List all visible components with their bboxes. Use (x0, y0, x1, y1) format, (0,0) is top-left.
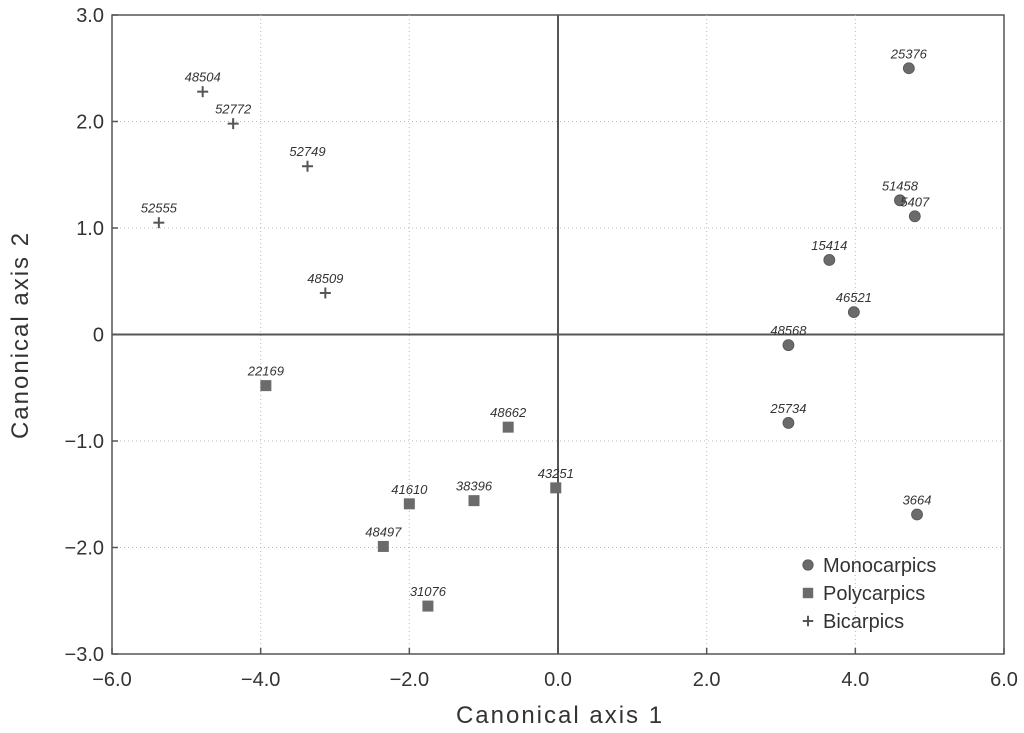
data-point-plus (319, 287, 331, 299)
y-axis: 3.0 2.0 1.0 0 −1.0 −2.0 −3.0 (65, 5, 118, 666)
x-tick-label: −2.0 (390, 669, 429, 691)
legend-marker-circle (802, 559, 814, 571)
y-axis-title: Canonical axis 2 (7, 231, 34, 439)
legend-label: Monocarpics (823, 555, 936, 577)
data-point-label: 15414 (811, 238, 847, 253)
data-point-label: 52772 (215, 102, 252, 117)
y-tick-label: 3.0 (76, 5, 104, 27)
data-point-circle (782, 339, 795, 352)
y-tick-label: −1.0 (65, 431, 104, 453)
y-tick-label: 2.0 (76, 112, 104, 134)
data-point-label: 48497 (365, 524, 402, 539)
legend-label: Bicarpics (823, 611, 904, 633)
data-point-label: 51458 (882, 178, 919, 193)
x-tick-label: 4.0 (841, 669, 869, 691)
data-point-label: 25734 (769, 401, 806, 416)
x-tick-label: 6.0 (990, 669, 1018, 691)
data-point-square (422, 600, 434, 612)
data-point-circle (911, 508, 923, 521)
data-point-square (468, 495, 480, 507)
y-tick-label: 1.0 (76, 218, 104, 240)
data-point-circle (847, 306, 860, 319)
x-tick-label: 0.0 (544, 669, 572, 691)
data-point-circle (908, 210, 921, 223)
legend-marker-plus (802, 615, 814, 627)
y-tick-label: −3.0 (65, 644, 104, 666)
data-point-circle (823, 254, 836, 266)
data-point-label: 5407 (900, 194, 930, 209)
data-point-label: 52749 (289, 144, 325, 159)
y-tick-label: −2.0 (65, 538, 104, 560)
data-point-square (260, 380, 272, 392)
data-point-plus (197, 86, 209, 98)
data-point-label: 3664 (903, 492, 932, 507)
data-point-label: 48509 (307, 271, 343, 286)
data-point-label: 31076 (410, 584, 447, 599)
data-point-plus (153, 217, 165, 229)
data-point-circle (902, 62, 915, 75)
series-polycarpics: 22169 48662 43251 41610 38396 48497 31076 (247, 364, 574, 612)
data-point-label: 43251 (538, 466, 574, 481)
y-tick-label: 0 (93, 325, 104, 347)
data-point-square (550, 482, 562, 494)
series-bicarpics: 48504 52772 52749 52555 48509 (141, 70, 343, 299)
data-point-label: 52555 (141, 201, 178, 216)
data-point-plus (227, 118, 239, 130)
legend: Monocarpics Polycarpics Bicarpics (802, 555, 936, 633)
data-point-label: 48568 (770, 323, 807, 338)
data-point-square (403, 498, 415, 510)
data-point-label: 22169 (247, 364, 284, 379)
data-point-plus (301, 160, 313, 172)
legend-label: Polycarpics (823, 583, 925, 605)
data-point-label: 48662 (490, 405, 527, 420)
data-point-circle (894, 194, 906, 207)
x-axis-title: Canonical axis 1 (456, 702, 664, 728)
x-axis: −6.0 −4.0 −2.0 0.0 2.0 4.0 6.0 (92, 648, 1018, 691)
legend-marker-square (802, 587, 814, 599)
data-point-square (502, 421, 514, 433)
data-point-label: 41610 (391, 482, 428, 497)
data-point-square (377, 540, 389, 552)
data-point-label: 38396 (456, 479, 493, 494)
x-tick-label: −4.0 (241, 669, 280, 691)
zero-lines (112, 15, 1004, 654)
x-tick-label: −6.0 (92, 669, 131, 691)
data-point-label: 46521 (836, 290, 872, 305)
x-tick-label: 2.0 (693, 669, 721, 691)
data-point-circle (782, 416, 795, 429)
data-point-label: 25376 (890, 46, 928, 61)
data-point-label: 48504 (185, 70, 221, 85)
